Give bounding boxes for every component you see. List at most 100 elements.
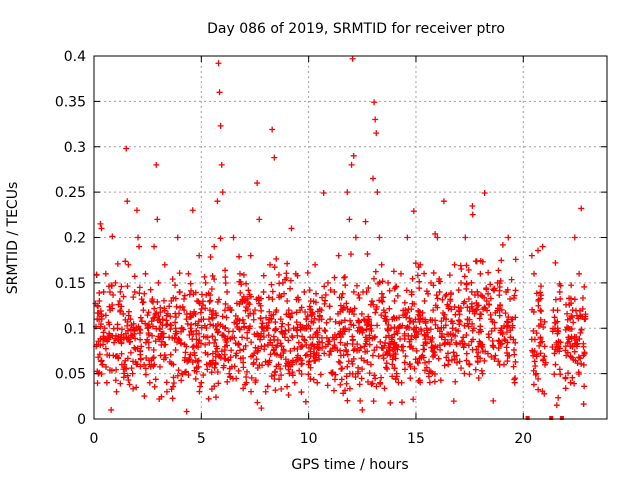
data-point [207, 360, 214, 367]
data-point [347, 251, 354, 258]
data-point [331, 274, 338, 281]
data-point [535, 247, 542, 254]
data-point [378, 261, 385, 268]
data-point [94, 303, 101, 310]
data-point [336, 320, 343, 327]
data-point [463, 331, 470, 338]
data-point [392, 284, 399, 291]
data-point [262, 388, 269, 395]
data-point [260, 272, 267, 279]
data-point [395, 379, 402, 386]
data-point [197, 340, 204, 347]
data-point [258, 405, 265, 412]
data-point [102, 312, 109, 319]
data-point [378, 312, 385, 319]
data-point [372, 333, 379, 340]
data-point [508, 316, 515, 323]
data-point [530, 327, 537, 334]
data-point [225, 357, 232, 364]
data-point [175, 367, 182, 374]
data-point [230, 234, 237, 241]
data-point [382, 334, 389, 341]
data-point [542, 361, 549, 368]
data-point [478, 341, 485, 348]
data-point [221, 333, 228, 340]
data-point [239, 334, 246, 341]
data-point [161, 261, 168, 268]
data-point [397, 270, 404, 277]
data-point [429, 348, 436, 355]
data-point [360, 357, 367, 364]
data-point [282, 363, 289, 370]
data-point [346, 370, 353, 377]
data-point [118, 340, 125, 347]
data-point [337, 308, 344, 315]
data-point [314, 344, 321, 351]
data-point [170, 380, 177, 387]
data-point [460, 344, 467, 351]
data-point [137, 351, 144, 358]
data-point [214, 369, 221, 376]
data-point [554, 307, 561, 314]
data-point [484, 307, 491, 314]
data-point [327, 286, 334, 293]
data-point [382, 364, 389, 371]
data-point [207, 253, 214, 260]
data-point [466, 361, 473, 368]
data-point [185, 371, 192, 378]
data-point [357, 344, 364, 351]
data-point [219, 313, 226, 320]
data-point [554, 318, 561, 325]
data-point [166, 358, 173, 365]
data-point [569, 374, 576, 381]
data-point [483, 285, 490, 292]
data-point [477, 355, 484, 362]
data-point [257, 336, 264, 343]
data-point [537, 289, 544, 296]
data-point [209, 272, 216, 279]
data-point [324, 382, 331, 389]
data-point [571, 348, 578, 355]
data-point [576, 335, 583, 342]
data-point [440, 324, 447, 331]
data-point [237, 347, 244, 354]
data-point [387, 399, 394, 406]
data-point [349, 341, 356, 348]
data-point [145, 309, 152, 316]
data-point [116, 298, 123, 305]
data-point [181, 292, 188, 299]
data-point [170, 374, 177, 381]
data-point [464, 320, 471, 327]
data-point [167, 313, 174, 320]
data-point [117, 380, 124, 387]
data-point [102, 345, 109, 352]
data-point [302, 398, 309, 405]
data-point [415, 330, 422, 337]
data-point [125, 376, 132, 383]
data-point [265, 332, 272, 339]
data-point [487, 295, 494, 302]
data-point [196, 252, 203, 259]
data-point [125, 336, 132, 343]
data-point [244, 335, 251, 342]
data-point [571, 234, 578, 241]
data-point [100, 288, 107, 295]
data-point [420, 354, 427, 361]
data-point [251, 350, 258, 357]
data-point [409, 345, 416, 352]
data-point [104, 338, 111, 345]
data-point [284, 383, 291, 390]
zero-markers [525, 416, 564, 420]
data-point [276, 292, 283, 299]
data-point [412, 316, 419, 323]
data-point [178, 377, 185, 384]
data-point [541, 390, 548, 397]
data-point [512, 375, 519, 382]
data-point [303, 351, 310, 358]
data-point [528, 252, 535, 259]
data-point [490, 342, 497, 349]
data-point [109, 233, 116, 240]
data-point [127, 316, 134, 323]
data-point [129, 370, 136, 377]
data-point [276, 280, 283, 287]
